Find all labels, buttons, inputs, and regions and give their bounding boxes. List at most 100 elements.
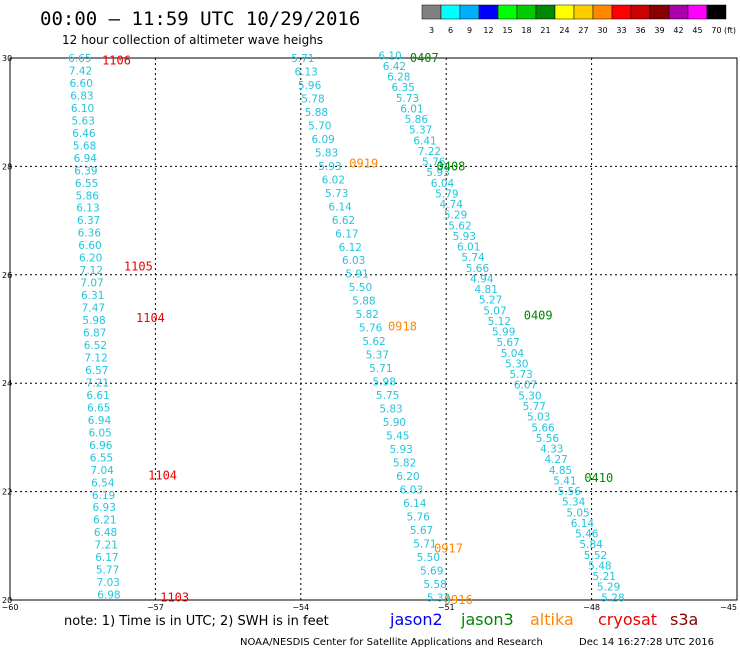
swh-value-altika: 5.62 [362, 336, 385, 348]
swh-value-altika: 5.71 [413, 538, 436, 550]
swh-value-jason3: 6.42 [383, 61, 406, 73]
swh-value-cryosat: 6.48 [94, 527, 117, 539]
pass-label-jason3: 0408 [437, 159, 466, 173]
swh-value-jason3: 5.41 [553, 475, 576, 487]
swh-value-cryosat: 6.10 [71, 103, 94, 115]
swh-value-jason3: 6.28 [387, 72, 410, 84]
chart-title: 00:00 – 11:59 UTC 10/29/2016 [40, 8, 360, 30]
swh-value-cryosat: 6.39 [74, 165, 97, 177]
legend-label-27: 27 [578, 26, 588, 35]
swh-value-altika: 5.70 [308, 120, 331, 132]
pass-label-cryosat: 1104 [136, 311, 165, 325]
swh-value-altika: 6.13 [294, 66, 317, 78]
swh-value-cryosat: 6.13 [76, 203, 99, 215]
swh-value-jason3: 4.81 [475, 284, 498, 296]
swh-value-jason3: 6.01 [457, 242, 480, 254]
swh-value-jason3: 7.22 [418, 146, 441, 158]
swh-value-jason3: 5.28 [601, 592, 624, 604]
swh-value-cryosat: 6.19 [92, 490, 115, 502]
legend-label-21: 21 [540, 26, 550, 35]
swh-value-cryosat: 6.60 [78, 240, 101, 252]
satellite-label-jason2: jason2 [389, 610, 443, 629]
swh-value-cryosat: 5.98 [82, 315, 105, 327]
pass-label-altika: 0917 [434, 542, 463, 556]
swh-value-jason3: 4.27 [544, 454, 567, 466]
legend-label-39: 39 [654, 26, 664, 35]
swh-value-cryosat: 6.21 [93, 515, 116, 527]
swh-value-cryosat: 6.31 [81, 290, 104, 302]
legend-swatch-33 [611, 4, 632, 20]
swh-value-altika: 5.78 [301, 93, 324, 105]
swh-value-jason3: 5.93 [426, 167, 449, 179]
swh-value-jason3: 5.56 [558, 486, 582, 498]
swh-value-jason3: 4.33 [540, 444, 563, 456]
swh-value-altika: 5.76 [406, 511, 430, 523]
pass-labels: 1106 1105 1104 1104 1103 0919 0918 0917 0916 0407… [102, 51, 613, 607]
swh-value-jason3: 5.66 [531, 422, 555, 434]
legend-label-9: 9 [467, 26, 472, 35]
swh-value-jason3: 5.04 [501, 348, 525, 360]
swh-value-cryosat: 7.03 [97, 577, 120, 589]
swh-value-cryosat: 6.65 [87, 402, 110, 414]
swh-value-altika: 5.71 [291, 53, 314, 65]
chart-subtitle: 12 hour collection of altimeter wave hei… [62, 33, 323, 47]
swh-value-cryosat: 6.94 [74, 153, 98, 165]
swh-value-altika: 5.98 [373, 377, 396, 389]
swh-value-jason3: 5.27 [479, 295, 502, 307]
swh-value-jason3: 5.67 [496, 337, 519, 349]
swh-value-cryosat: 6.60 [70, 78, 93, 90]
x-tick-label: −45 [720, 603, 737, 612]
legend-swatch-9 [459, 4, 480, 20]
swh-value-altika: 6.03 [342, 255, 365, 267]
y-tick-label: 24 [2, 379, 12, 388]
plot-frame [9, 57, 738, 601]
footer-timestamp: Dec 14 16:27:28 UTC 2016 [579, 637, 714, 648]
legend-swatch-12 [478, 4, 499, 20]
swh-value-cryosat: 6.96 [89, 440, 113, 452]
y-tick-label: 28 [2, 162, 12, 171]
swh-value-altika: 5.93 [318, 161, 341, 173]
y-tick-label: 26 [2, 271, 12, 280]
footer-note: note: 1) Time is in UTC; 2) SWH is in fe… [64, 614, 329, 629]
swh-value-jason3: 6.10 [378, 50, 401, 62]
swh-value-altika: 5.82 [393, 457, 416, 469]
swh-value-cryosat: 5.86 [76, 190, 100, 202]
swh-value-altika: 5.71 [369, 363, 392, 375]
legend-label-15: 15 [502, 26, 512, 35]
swh-value-jason3: 5.66 [466, 263, 490, 275]
swh-value-cryosat: 6.87 [83, 328, 106, 340]
swh-value-cryosat: 6.55 [75, 178, 98, 190]
swh-value-jason3: 6.14 [571, 518, 595, 530]
y-tick-label: 20 [2, 596, 12, 605]
satellite-label-altika: altika [530, 610, 574, 629]
legend-label-33: 33 [616, 26, 626, 35]
swh-value-altika: 5.50 [349, 282, 372, 294]
x-tick-label: −54 [292, 603, 309, 612]
legend-swatch-18 [516, 4, 537, 20]
swh-value-jason3: 5.73 [509, 369, 532, 381]
legend-label-24: 24 [559, 26, 569, 35]
color-legend: 3 6 9 12 15 18 21 24 27 30 33 36 39 42 45 70 (ft) [421, 4, 736, 35]
swh-value-altika: 6.14 [403, 498, 427, 510]
swh-value-cryosat: 7.47 [82, 303, 105, 315]
satellite-label-s3a: s3a [670, 610, 698, 629]
x-tick-label: −51 [438, 603, 455, 612]
swh-value-altika: 5.96 [298, 80, 322, 92]
swh-value-altika: 5.67 [410, 525, 433, 537]
y-tick-label: 22 [2, 488, 12, 497]
swh-value-jason3: 5.84 [579, 539, 603, 551]
swh-value-jason3: 5.29 [444, 210, 467, 222]
swh-value-jason3: 5.30 [505, 358, 528, 370]
swh-value-jason3: 5.52 [584, 550, 607, 562]
legend-swatch-70 [706, 4, 727, 20]
swh-value-altika: 6.17 [335, 228, 358, 240]
swh-value-jason3: 4.94 [470, 273, 494, 285]
legend-swatch-30 [592, 4, 613, 20]
swh-value-altika: 5.45 [386, 431, 409, 443]
swh-value-cryosat: 7.12 [80, 265, 103, 277]
swh-value-altika: 5.88 [352, 296, 375, 308]
legend-swatch-45 [687, 4, 708, 20]
pass-label-altika: 0919 [349, 157, 378, 171]
swh-value-cryosat: 6.57 [85, 365, 108, 377]
